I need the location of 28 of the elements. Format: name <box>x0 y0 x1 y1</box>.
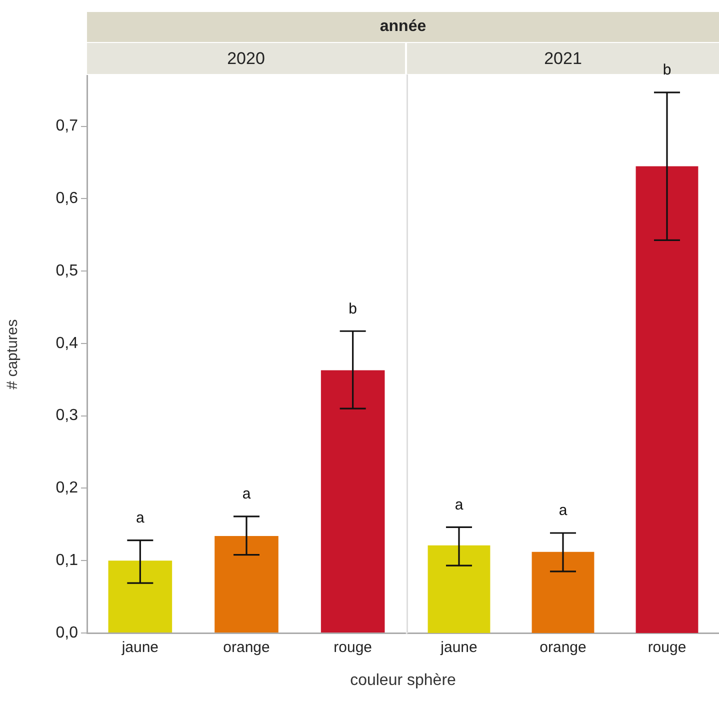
annotation: b <box>348 300 358 318</box>
y-tick-label: 0,4 <box>56 334 78 352</box>
x-tick-label: rouge <box>648 639 686 656</box>
x-tick-label: orange <box>223 639 270 656</box>
bar <box>214 536 278 632</box>
y-tick-label: 0,2 <box>56 480 78 497</box>
annotation: a <box>454 496 464 514</box>
annotation: a <box>242 486 252 503</box>
x-axis-title: couleur sphère <box>349 672 457 690</box>
chart-title: 2021 <box>544 49 582 68</box>
y-tick-label: 0,1 <box>56 552 78 570</box>
text: année <box>87 12 719 42</box>
annotation: a <box>558 502 568 520</box>
chart-title: 2020 <box>87 43 405 74</box>
y-tick-label: 0,6 <box>56 190 78 208</box>
bar <box>108 560 172 632</box>
y-tick-label: 0,7 <box>56 118 78 135</box>
annotation: b <box>662 62 672 79</box>
y-tick-label: 0,5 <box>56 262 78 280</box>
y-tick-label: 0,3 <box>56 407 78 424</box>
y-tick-label: 0,0 <box>56 624 78 642</box>
x-tick-label: orange <box>540 639 586 656</box>
x-tick-label: jaune <box>440 639 478 656</box>
annotation: a <box>136 509 145 526</box>
y-axis-title: # captures <box>4 319 22 390</box>
x-tick-label: rouge <box>334 639 372 656</box>
bar <box>320 370 385 632</box>
x-tick-label: jaune <box>120 639 159 656</box>
